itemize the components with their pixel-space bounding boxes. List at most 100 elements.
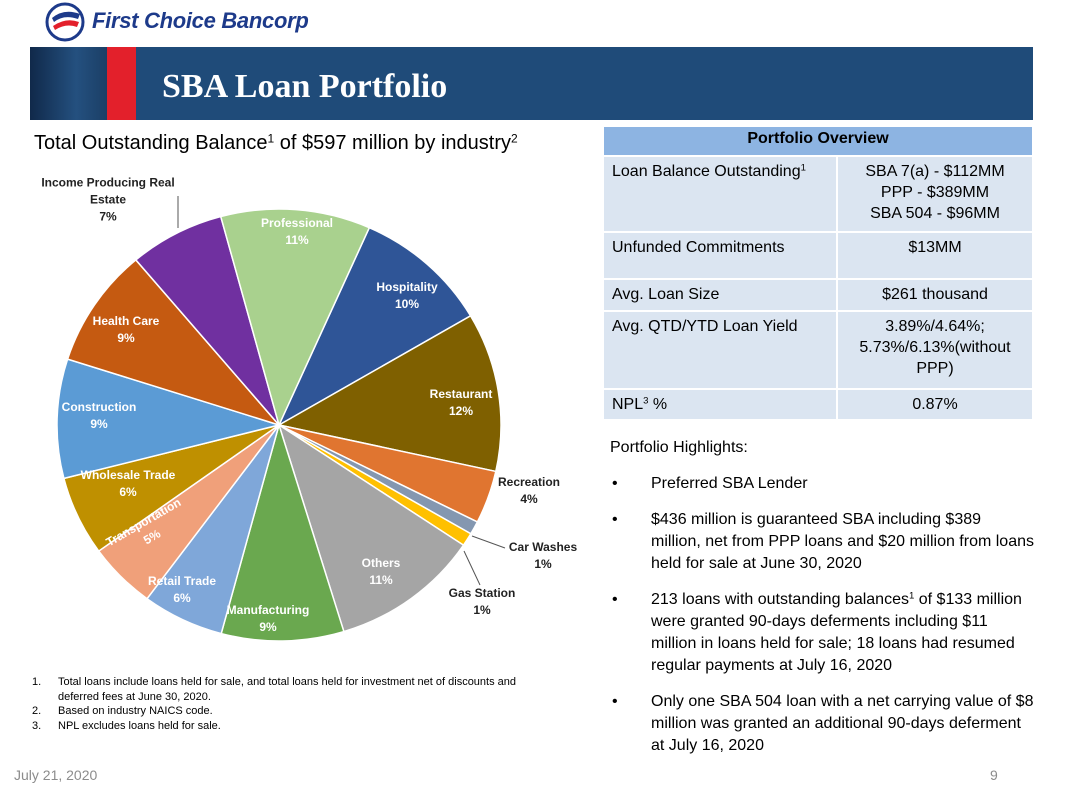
highlight-item: 213 loans with outstanding balances1 of … (610, 589, 1034, 677)
value-line: SBA 504 - $96MM (870, 205, 1000, 222)
slice-name: Gas Station (448, 586, 516, 600)
leader-line (463, 550, 481, 586)
highlight-item: Preferred SBA Lender (610, 473, 1034, 495)
chart-title: Total Outstanding Balance1 of $597 milli… (34, 132, 518, 155)
pie-slice (276, 314, 502, 473)
slice-value: 1% (534, 557, 552, 571)
slice-label: Income Producing Real Estate 7% (33, 175, 183, 226)
slice-name: Car Washes (508, 540, 578, 554)
slice-label: Health Care 9% (93, 313, 160, 347)
table-row: Avg. QTD/YTD Loan Yield 3.89%/4.64%; 5.7… (602, 310, 1034, 390)
slice-label: Construction 9% (62, 399, 137, 433)
highlight-item: Only one SBA 504 loan with a net carryin… (610, 691, 1034, 757)
title-text: of $597 million by industry (274, 132, 511, 154)
footnote-number: 3. (32, 719, 42, 732)
footnote: 1. Total loans include loans held for sal… (32, 675, 557, 704)
slice-value: 7% (99, 209, 117, 224)
slice-name: Retail Trade (147, 574, 217, 588)
slice-name: Restaurant (429, 387, 493, 401)
slice-label: Car Washes 1% (509, 539, 577, 573)
slice-value: 9% (259, 620, 277, 634)
item-text: 213 loans with outstanding balances (651, 591, 909, 608)
slice-label: Others 11% (362, 555, 401, 589)
highlights-title: Portfolio Highlights: (610, 439, 748, 456)
highlight-item: $436 million is guaranteed SBA including… (610, 509, 1034, 575)
slice-name: Health Care (92, 314, 160, 328)
slice-value: 4% (520, 492, 538, 506)
row-value: $13MM (836, 231, 1034, 280)
slice-value: 12% (448, 404, 474, 418)
slice-name: Others (361, 556, 401, 570)
slice-value: 10% (394, 297, 420, 311)
slice-value: 11% (369, 573, 393, 587)
footnotes: 1. Total loans include loans held for sal… (32, 675, 557, 733)
row-label: Unfunded Commitments (602, 231, 838, 280)
banner-accent (107, 47, 136, 120)
pie-slice (277, 226, 472, 427)
footnote-text: NPL excludes loans held for sale. (58, 719, 221, 732)
slice-label: Retail Trade 6% (148, 573, 216, 607)
table-header-row: Portfolio Overview (602, 125, 1034, 157)
slice-value: 9% (90, 417, 108, 431)
slice-value: 6% (119, 485, 137, 499)
row-value: SBA 7(a) - $112MM PPP - $389MM SBA 504 - $… (836, 155, 1034, 233)
leader-line (471, 535, 506, 549)
pie-slice (66, 258, 282, 427)
footnote-number: 2. (32, 705, 42, 717)
slice-name: Income Producing Real Estate (41, 175, 175, 207)
value-line: SBA 7(a) - $112MM (865, 163, 1005, 180)
footer-date: July 21, 2020 (14, 767, 98, 783)
row-label: Avg. Loan Size (602, 278, 838, 312)
value-line: PPP - $389MM (880, 184, 990, 201)
item-text: of $133 million were granted 90-days def… (651, 591, 1022, 674)
slice-label: Gas Station 1% (449, 585, 516, 619)
footnote-text: Based on industry NAICS code. (58, 705, 213, 717)
slice-name: Hospitality (376, 280, 438, 294)
slice-value: 11% (285, 233, 309, 247)
row-label: Loan Balance Outstanding1 (602, 155, 838, 233)
slice-name: Professional (260, 216, 334, 230)
slice-name: Manufacturing (226, 603, 310, 617)
slice-value: 6% (173, 591, 191, 605)
label-text: % (648, 396, 668, 413)
pie-chart (56, 196, 506, 642)
row-value: 0.87% (836, 388, 1034, 421)
slice-label: Restaurant 12% (430, 386, 493, 420)
slice-label: Wholesale Trade 6% (81, 467, 176, 501)
table-row: NPL3 % 0.87% (602, 388, 1034, 421)
title-text: Total Outstanding Balance (34, 132, 268, 154)
table-row: Loan Balance Outstanding1 SBA 7(a) - $11… (602, 155, 1034, 233)
table-row: Unfunded Commitments $13MM (602, 231, 1034, 280)
pie-slice (277, 423, 465, 633)
slice-label: Manufacturing 9% (227, 602, 310, 636)
label-text: NPL (612, 396, 644, 413)
title-sup: 2 (510, 131, 518, 146)
label-sup: 1 (800, 162, 806, 174)
page-number: 9 (990, 767, 998, 783)
pie-slice (56, 358, 282, 480)
logo-icon (45, 2, 85, 42)
label-sup: 3 (643, 395, 649, 407)
row-value: $261 thousand (836, 278, 1034, 312)
footnote-text: Total loans include loans held for sale,… (58, 676, 517, 703)
banner (30, 47, 1033, 120)
slice-name: Construction (61, 400, 137, 414)
table-row: Avg. Loan Size $261 thousand (602, 278, 1034, 312)
row-label: Avg. QTD/YTD Loan Yield (602, 310, 838, 390)
row-value: 3.89%/4.64%; 5.73%/6.13%(without PPP) (836, 310, 1034, 390)
pie-slice (219, 208, 371, 428)
title-sup: 1 (267, 131, 275, 146)
slice-name: Recreation (497, 475, 561, 489)
footnote: 2. Based on industry NAICS code. (32, 704, 557, 719)
banner-image (30, 47, 107, 120)
logo-text: First Choice Bancorp (92, 8, 309, 33)
table-header: Portfolio Overview (602, 125, 1034, 157)
slice-label: Professional 11% (261, 215, 333, 249)
overview-table: Portfolio Overview Loan Balance Outstand… (602, 125, 1034, 421)
item-sup: 1 (908, 590, 915, 602)
highlights-list: Preferred SBA Lender $436 million is gua… (610, 473, 1034, 771)
slice-value: 9% (117, 331, 135, 345)
slice-label: Recreation 4% (498, 474, 560, 508)
pie-slice (220, 422, 345, 642)
